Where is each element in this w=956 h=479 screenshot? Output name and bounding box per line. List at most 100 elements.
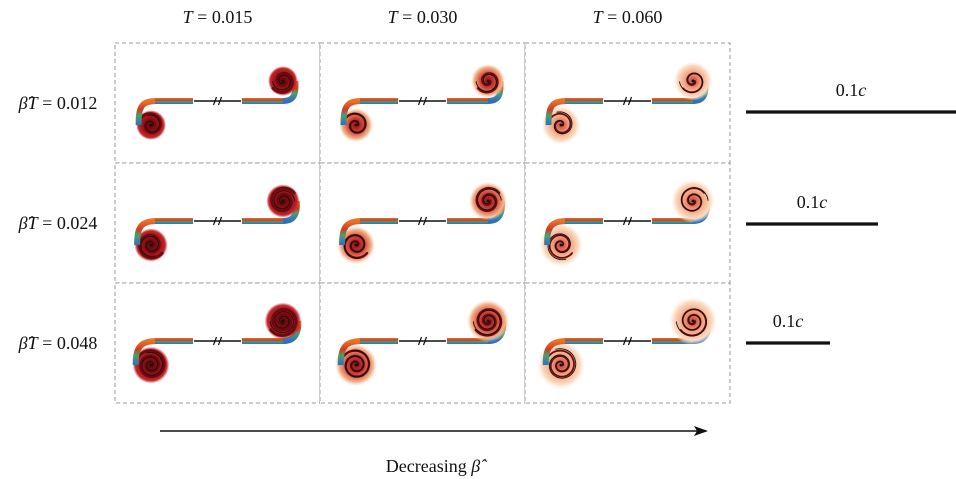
- vortex-core-dot: [486, 199, 490, 203]
- sheet-band-right: [652, 338, 693, 344]
- break-mark: [627, 336, 633, 346]
- row-header-2: β̂T = 0.024: [18, 213, 98, 233]
- break-mark: [212, 216, 218, 226]
- scale-bar-label: 0.1c: [773, 311, 804, 331]
- column-headers: T = 0.015 T = 0.030 T = 0.060: [183, 7, 663, 27]
- model-spiral: [680, 187, 709, 212]
- break-mark: [622, 336, 628, 346]
- vortex-core-dot: [149, 363, 153, 367]
- row-headers: β̂T = 0.012 β̂T = 0.024 β̂T = 0.048: [18, 93, 98, 353]
- model-spiral: [548, 348, 577, 379]
- column-header-2: T = 0.030: [388, 7, 458, 27]
- model-spiral: [472, 309, 501, 335]
- sheet-band-right: [242, 98, 283, 104]
- model-spiral: [477, 188, 502, 211]
- sheet-band-left: [565, 98, 603, 104]
- column-header-3: T = 0.060: [593, 7, 663, 27]
- vortex-core-dot: [691, 319, 695, 323]
- row-header-1: β̂T = 0.012: [18, 93, 98, 113]
- model-spiral: [553, 111, 573, 135]
- break-mark: [422, 96, 428, 106]
- break-mark: [217, 216, 223, 226]
- sheet-band-right: [652, 98, 693, 104]
- model-spiral: [145, 114, 160, 133]
- vortex-spiral: [550, 112, 572, 134]
- panel-r2-c2: [319, 162, 526, 284]
- model-spiral: [140, 235, 159, 257]
- scale-bar-label: 0.1c: [836, 80, 867, 100]
- model-spiral: [345, 350, 370, 378]
- break-mark: [417, 336, 423, 346]
- panel-r3-c2: [319, 282, 526, 404]
- model-spiral: [675, 308, 707, 337]
- vortex-spiral: [476, 72, 499, 94]
- scale-bar-label: 0.1c: [797, 192, 828, 212]
- panel-r3-c1: [114, 282, 321, 404]
- sheet-band-left: [565, 338, 603, 344]
- sheet-band-left: [155, 338, 193, 344]
- vortex-spiral: [271, 71, 295, 94]
- break-mark: [417, 216, 423, 226]
- vortex-spiral: [547, 349, 575, 378]
- sheet-band-right: [652, 218, 693, 224]
- break-mark: [622, 96, 628, 106]
- model-spiral: [141, 351, 163, 376]
- vortex-core-dot: [559, 123, 563, 127]
- model-spiral: [349, 112, 367, 134]
- sheet-band-right: [447, 98, 488, 104]
- column-header-1: T = 0.015: [183, 7, 253, 27]
- model-spiral: [272, 74, 291, 91]
- break-mark: [627, 216, 633, 226]
- vortex-core-dot: [486, 319, 490, 323]
- vortex-spiral: [548, 234, 573, 259]
- vortex-core-dot: [691, 79, 695, 83]
- sheet-band-left: [360, 98, 398, 104]
- panel-r1-c1: [114, 42, 321, 164]
- break-mark: [622, 216, 628, 226]
- vortex-core-dot: [691, 199, 695, 203]
- break-mark: [212, 96, 218, 106]
- break-mark: [422, 216, 428, 226]
- vortex-core-dot: [559, 363, 563, 367]
- break-mark: [212, 336, 218, 346]
- break-mark: [422, 336, 428, 346]
- vortex-spiral: [270, 186, 296, 213]
- sheet-band-right: [242, 218, 283, 224]
- sheet-band-right: [242, 338, 283, 344]
- scale-bar-3: 0.1c: [746, 311, 830, 345]
- break-mark: [417, 96, 423, 106]
- vortex-core-dot: [281, 319, 285, 323]
- vortex-core-dot: [354, 243, 358, 247]
- vortex-spiral: [475, 186, 501, 212]
- sheet-band-left: [360, 218, 398, 224]
- model-spiral: [269, 311, 294, 334]
- vortex-spiral: [474, 308, 503, 337]
- vortex-core-dot: [486, 79, 490, 83]
- scale-bar-1: 0.1c: [746, 80, 956, 114]
- panel-r1-c3: [524, 42, 731, 164]
- sheet-band-left: [565, 218, 603, 224]
- row-header-3: β̂T = 0.048: [18, 333, 98, 353]
- vortex-core-dot: [354, 363, 358, 367]
- break-mark: [627, 96, 633, 106]
- model-spiral: [475, 74, 497, 92]
- model-spiral: [679, 73, 703, 93]
- vortex-core-dot: [559, 243, 563, 247]
- break-mark: [217, 336, 223, 346]
- vortex-core-dot: [149, 243, 153, 247]
- sheet-band-left: [155, 218, 193, 224]
- scale-bar-2: 0.1c: [746, 192, 878, 226]
- vortex-core-dot: [281, 199, 285, 203]
- panel-r3-c3: [524, 282, 731, 404]
- break-mark: [217, 96, 223, 106]
- sheet-band-right: [447, 218, 488, 224]
- vortex-core-dot: [281, 79, 285, 83]
- panel-r2-c1: [114, 162, 321, 284]
- sheet-band-left: [360, 338, 398, 344]
- panel-r2-c3: [524, 162, 731, 284]
- panel-r1-c2: [319, 42, 526, 164]
- scale-bars: 0.1c 0.1c 0.1c: [746, 80, 956, 345]
- panel-grid: [114, 42, 731, 404]
- model-spiral: [273, 190, 296, 210]
